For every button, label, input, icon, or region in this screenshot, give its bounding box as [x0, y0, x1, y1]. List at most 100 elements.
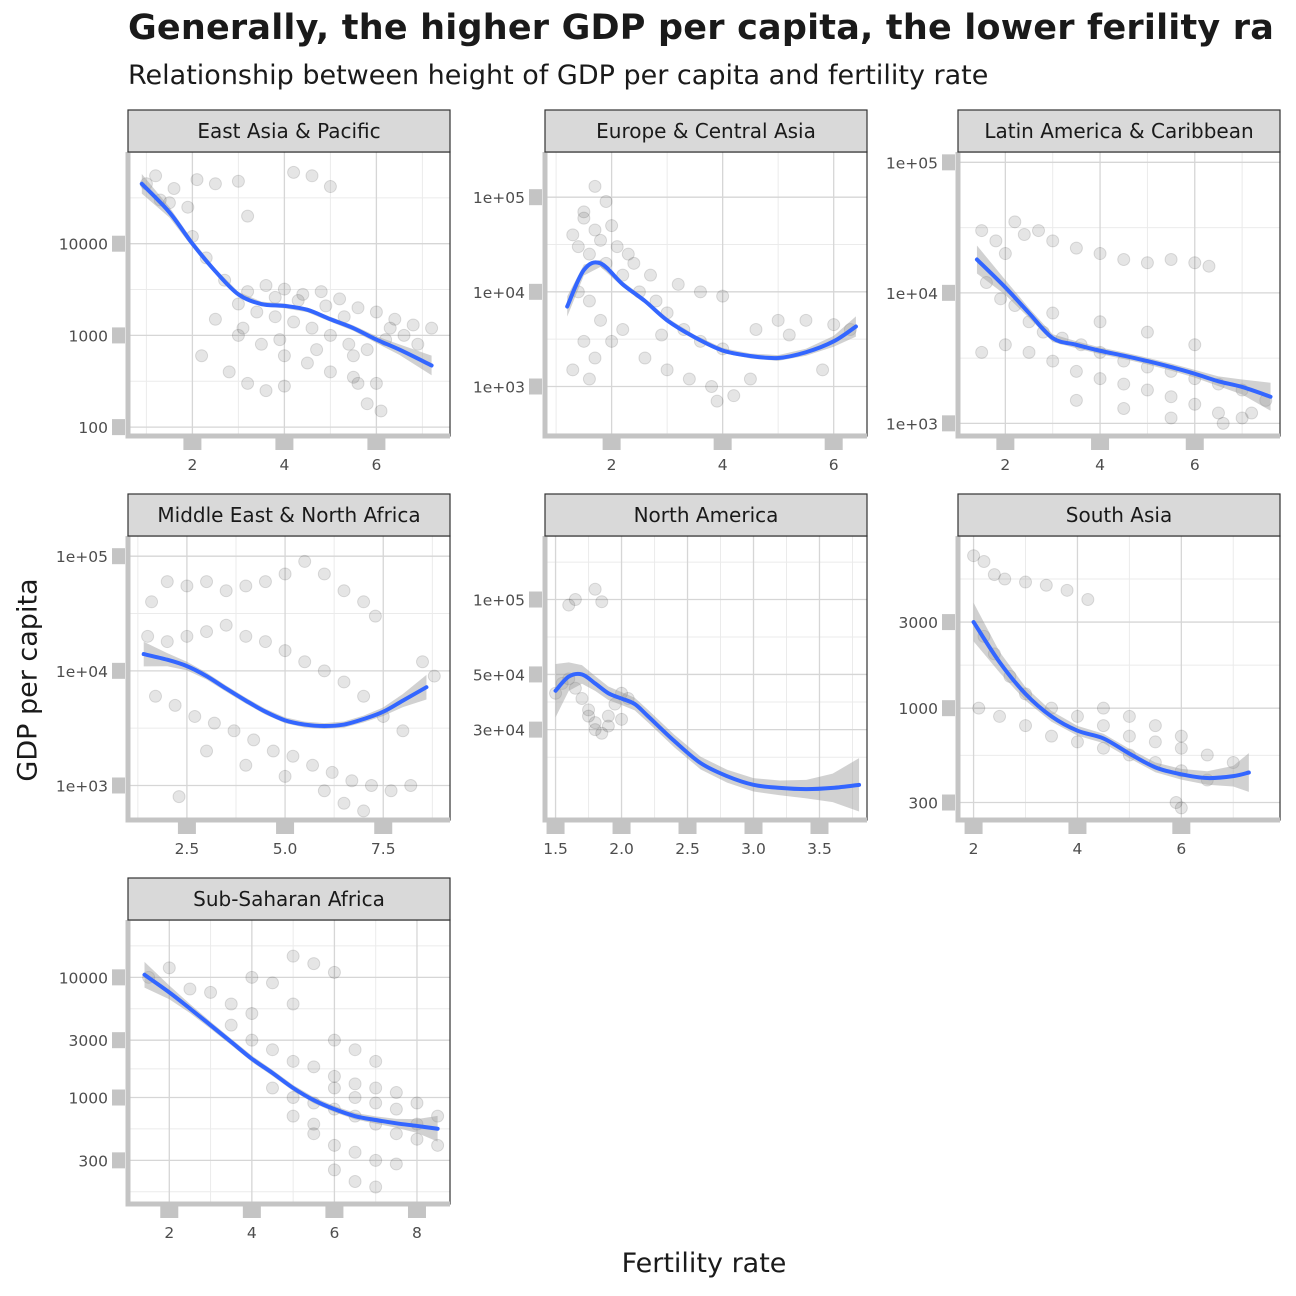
- x-tick-mark: [546, 822, 565, 834]
- data-point: [616, 323, 630, 337]
- data-point: [782, 328, 796, 342]
- data-point: [219, 584, 233, 598]
- data-point: [286, 749, 300, 763]
- data-point: [183, 982, 197, 996]
- y-tick-label: 1e+03: [886, 415, 938, 433]
- data-point: [268, 310, 282, 324]
- data-point: [300, 356, 314, 370]
- data-point: [638, 351, 652, 365]
- panel-background: [545, 152, 867, 436]
- data-point: [610, 240, 624, 254]
- data-point: [266, 744, 280, 758]
- data-point: [1019, 719, 1033, 733]
- data-point: [562, 598, 576, 612]
- data-point: [224, 1018, 238, 1032]
- facet-strip: [544, 493, 868, 537]
- data-point: [1060, 583, 1074, 597]
- y-tick-label: 300: [78, 1152, 108, 1170]
- data-point: [827, 318, 841, 332]
- data-point: [1008, 215, 1022, 229]
- x-tick-mark: [1185, 438, 1204, 450]
- data-point: [1117, 401, 1131, 415]
- data-point: [621, 247, 635, 261]
- data-point: [1093, 372, 1107, 386]
- data-point: [141, 629, 155, 643]
- data-point: [348, 1145, 362, 1159]
- x-tick-label: 2: [187, 456, 197, 474]
- data-point: [181, 200, 195, 214]
- data-point: [595, 595, 609, 609]
- data-point: [1096, 741, 1110, 755]
- data-point: [566, 363, 580, 377]
- data-point: [291, 294, 305, 308]
- data-point: [369, 1096, 383, 1110]
- data-point: [582, 247, 596, 261]
- smooth-line: [971, 620, 1251, 781]
- x-tick-label: 6: [1176, 840, 1186, 858]
- x-tick-mark: [612, 822, 631, 834]
- data-point: [588, 582, 602, 596]
- data-point: [588, 223, 602, 237]
- facet-strip-label: Europe & Central Asia: [596, 119, 816, 143]
- data-point: [369, 1153, 383, 1167]
- data-point: [239, 629, 253, 643]
- data-point: [351, 301, 365, 315]
- data-point: [671, 277, 685, 291]
- data-point: [317, 567, 331, 581]
- data-point: [286, 997, 300, 1011]
- data-point: [208, 177, 222, 191]
- x-tick-mark: [824, 438, 843, 450]
- facet-sub-saharan-africa: Sub-Saharan Africa 2 4 6 8 300 1000 3000 10000: [59, 877, 451, 1242]
- data-point: [1017, 227, 1031, 241]
- data-point: [682, 372, 696, 386]
- y-tick-mark: [942, 614, 955, 631]
- x-tick-label: 7.5: [371, 840, 396, 858]
- data-point: [425, 321, 439, 335]
- data-point: [160, 575, 174, 589]
- y-tick-mark: [942, 284, 955, 301]
- data-point: [323, 365, 337, 379]
- data-point: [337, 584, 351, 598]
- y-tick-mark: [112, 777, 125, 794]
- smooth-line: [974, 257, 1273, 399]
- data-point: [1174, 729, 1188, 743]
- data-point: [314, 285, 328, 299]
- data-point: [389, 1086, 403, 1100]
- data-point: [1188, 338, 1202, 352]
- y-tick-label: 5e+04: [473, 666, 525, 684]
- data-point: [1046, 306, 1060, 320]
- data-point: [325, 765, 339, 779]
- x-tick-label: 4: [1073, 840, 1083, 858]
- y-tick-label: 1e+04: [886, 285, 938, 303]
- y-tick-label: 10000: [59, 969, 108, 987]
- data-point: [998, 338, 1012, 352]
- x-tick-mark: [1091, 438, 1110, 450]
- data-point: [427, 669, 441, 683]
- data-point: [660, 363, 674, 377]
- data-point: [357, 804, 371, 818]
- data-point: [319, 299, 333, 313]
- facet-strip-label: South Asia: [1066, 503, 1172, 527]
- data-point: [286, 1091, 300, 1105]
- data-point: [1245, 406, 1259, 420]
- data-point: [200, 575, 214, 589]
- data-point: [188, 709, 202, 723]
- data-point: [337, 796, 351, 810]
- data-point: [649, 294, 663, 308]
- panel-background: [128, 536, 450, 820]
- data-point: [345, 774, 359, 788]
- data-point: [588, 179, 602, 193]
- data-point: [975, 224, 989, 238]
- data-point: [1188, 397, 1202, 411]
- data-point: [998, 247, 1012, 261]
- y-tick-mark: [529, 283, 542, 300]
- data-point: [357, 595, 371, 609]
- data-point: [987, 568, 1001, 582]
- data-point: [655, 328, 669, 342]
- x-tick-mark: [325, 1206, 344, 1218]
- data-point: [148, 689, 162, 703]
- data-point: [594, 313, 608, 327]
- data-point: [582, 372, 596, 386]
- y-tick-mark: [529, 666, 542, 683]
- data-point: [222, 365, 236, 379]
